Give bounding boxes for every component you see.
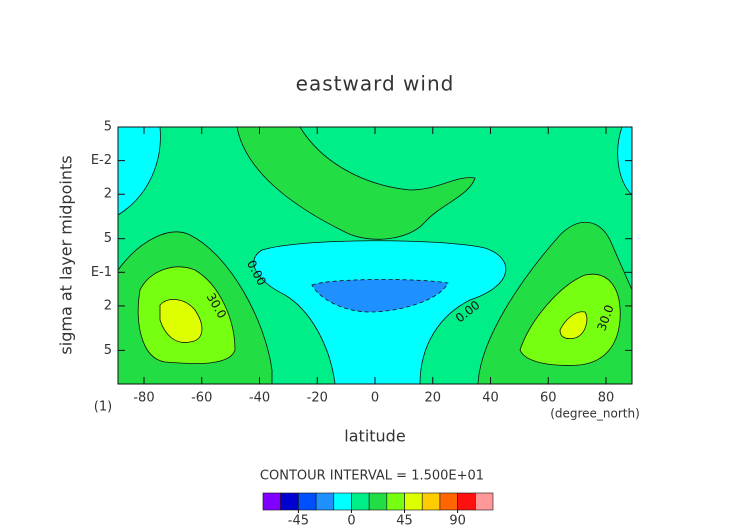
x-axis-label: latitude xyxy=(344,427,405,446)
colorbar-cell xyxy=(368,492,388,511)
contour-fill xyxy=(117,126,161,216)
y-tick-label: 2 xyxy=(104,187,112,202)
y-tick-label: 5 xyxy=(104,343,112,358)
x-tick-label: 40 xyxy=(482,391,499,406)
colorbar-cell xyxy=(333,492,352,511)
colorbar-tick-label: 90 xyxy=(449,514,466,529)
y-tick-label: E-2 xyxy=(91,153,112,168)
x-tick-label: 20 xyxy=(424,391,441,406)
y-tick-label: E-1 xyxy=(91,265,112,280)
x-tick-label: -80 xyxy=(133,391,154,406)
colorbar-cell xyxy=(351,492,370,511)
colorbar-cell xyxy=(457,492,476,511)
x-tick-label: -40 xyxy=(249,391,270,406)
x-tick-label: 60 xyxy=(540,391,557,406)
contour-interval: CONTOUR INTERVAL = 1.500E+01 xyxy=(260,469,484,484)
plot-area: 0.00 30.0 0.00 30.0 xyxy=(117,126,633,385)
chart-title: eastward wind xyxy=(296,72,455,96)
contour-fill xyxy=(159,299,203,343)
y-tick-label: 2 xyxy=(104,298,112,313)
colorbar-cell xyxy=(421,492,441,511)
x-tick-label: 0 xyxy=(371,391,379,406)
x-tick-label: -20 xyxy=(307,391,328,406)
y-tick-label: 5 xyxy=(104,120,112,135)
contour-fill xyxy=(236,126,476,240)
colorbar-cell xyxy=(386,492,405,511)
colorbar-tick-label: 0 xyxy=(347,514,355,529)
x-tick-label: 80 xyxy=(598,391,615,406)
contour-fill xyxy=(559,311,588,339)
y-tick-label: 5 xyxy=(104,231,112,246)
colorbar-tick-label: 45 xyxy=(396,514,413,529)
y-unit: (1) xyxy=(94,400,112,415)
colorbar-cell xyxy=(298,492,317,511)
contour-fill xyxy=(311,279,449,313)
colorbar-cell xyxy=(439,492,458,511)
colorbar-cell xyxy=(262,492,281,511)
colorbar-cell xyxy=(315,492,335,511)
colorbar-cell xyxy=(404,492,423,511)
contour-fill xyxy=(253,240,507,385)
y-axis-label: sigma at layer midpoints xyxy=(57,155,76,354)
colorbar-tick-label: -45 xyxy=(288,514,309,529)
colorbar-cell xyxy=(280,492,299,511)
x-tick-label: -60 xyxy=(191,391,212,406)
colorbar-cell xyxy=(475,492,494,511)
x-unit: (degree_north) xyxy=(550,407,640,421)
